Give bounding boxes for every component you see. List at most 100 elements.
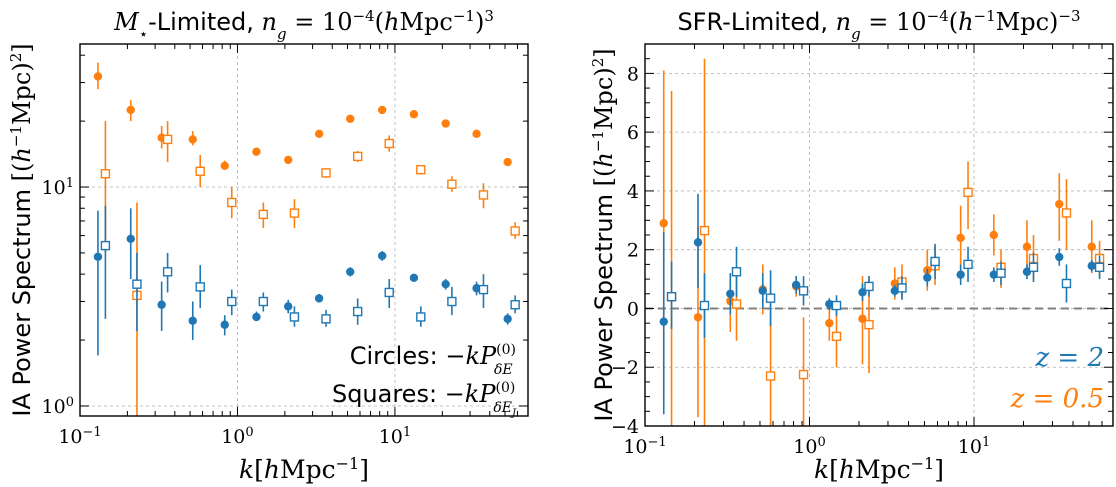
data-point: [1061, 208, 1072, 218]
data-point: [798, 286, 809, 296]
data-point: [510, 300, 520, 310]
data-point: [478, 284, 489, 295]
data-series: [659, 58, 1105, 426]
data-point: [416, 164, 426, 175]
data-point: [989, 270, 999, 279]
data-point: [352, 306, 363, 317]
data-point: [284, 155, 293, 165]
y-tick-label: 100: [42, 394, 74, 418]
data-point: [726, 289, 735, 298]
series-blue-circle: [659, 193, 1096, 415]
data-point: [472, 284, 481, 293]
data-point: [890, 286, 899, 296]
data-point: [923, 273, 932, 282]
data-point: [100, 240, 111, 251]
data-point: [1055, 199, 1064, 209]
y-axis-label: IA Power Spectrum [(h−1Mpc)2]: [7, 43, 36, 416]
data-point: [314, 294, 324, 303]
data-point: [100, 169, 111, 179]
data-point: [1087, 261, 1096, 271]
data-point: [930, 256, 940, 267]
data-point: [441, 279, 450, 289]
data-point: [384, 287, 394, 298]
legend-entry: z = 0.5: [1010, 384, 1104, 414]
data-point: [956, 233, 965, 243]
plot-frame: [644, 43, 1114, 427]
data-point: [384, 138, 394, 149]
data-point: [472, 129, 481, 139]
data-point: [890, 279, 899, 288]
x-tick-label: 10−1: [623, 435, 666, 459]
data-point: [346, 267, 355, 277]
data-point: [409, 110, 419, 119]
data-point: [321, 314, 331, 324]
data-point: [963, 187, 973, 198]
data-point: [699, 225, 710, 236]
data-point: [765, 371, 776, 381]
data-point: [126, 234, 135, 244]
data-point: [162, 134, 173, 145]
data-point: [162, 267, 173, 277]
y-tick-label: 8: [627, 63, 639, 85]
data-point: [447, 296, 457, 307]
data-point: [289, 312, 300, 322]
data-point: [93, 72, 103, 81]
data-point: [289, 208, 300, 218]
data-point: [659, 219, 668, 228]
data-point: [758, 286, 767, 296]
data-point: [510, 226, 520, 236]
series-blue-square: [100, 205, 520, 332]
legend-entry: z = 2: [1034, 343, 1104, 373]
data-point: [321, 168, 331, 178]
annotation-squares: Squares: −kP(0) δEJ: [332, 380, 517, 419]
series-orange-circle: [659, 70, 1096, 418]
data-point: [220, 320, 229, 329]
data-point: [503, 157, 512, 167]
data-point: [284, 302, 293, 311]
data-point: [188, 135, 197, 144]
data-point: [765, 293, 776, 303]
data-point: [666, 292, 677, 302]
panel-sfr-limited: 10−1 100 101 −4 −2 0 2 4 6 8 SFR-Limited, ng = 10−…: [589, 7, 1114, 485]
x-tick-label: 101: [958, 435, 990, 459]
data-point: [825, 299, 834, 309]
data-point: [996, 268, 1006, 278]
data-point: [864, 319, 874, 330]
series-blue-square: [666, 243, 1105, 338]
y-tick-label: 0: [627, 298, 639, 320]
data-point: [1087, 242, 1096, 251]
data-point: [831, 300, 842, 311]
data-point: [1061, 278, 1072, 289]
y-tick-label: 4: [627, 181, 639, 203]
data-point: [1094, 262, 1105, 273]
data-point: [699, 300, 710, 311]
data-point: [1022, 242, 1032, 251]
series-orange-circle: [93, 62, 512, 171]
y-tick-label: 101: [42, 176, 74, 200]
data-point: [731, 299, 742, 309]
data-point: [791, 280, 801, 290]
data-point: [346, 114, 355, 123]
data-point: [864, 281, 874, 292]
y-tick-label: 2: [627, 240, 639, 262]
data-point: [441, 119, 450, 128]
data-point: [409, 273, 419, 282]
data-point: [963, 259, 973, 270]
chart-title: M⋆-Limited, ng = 10−4(hMpc−1)3: [113, 7, 494, 43]
data-point: [93, 252, 103, 262]
data-point: [220, 161, 229, 171]
annotation-circles: Circles: −kP(0) δE: [350, 342, 516, 378]
y-tick-label: −4: [611, 416, 639, 438]
data-point: [447, 179, 457, 189]
y-tick-label: −2: [611, 357, 639, 379]
chart-title: SFR-Limited, ng = 10−4(h−1Mpc)−3: [677, 7, 1080, 43]
data-point: [195, 166, 205, 176]
x-axis-label: k[hMpc−1]: [814, 454, 944, 485]
data-point: [693, 238, 703, 247]
data-point: [377, 251, 387, 261]
x-axis-label: k[hMpc−1]: [239, 454, 369, 485]
data-point: [227, 296, 237, 307]
series-blue-circle: [93, 208, 512, 356]
data-point: [478, 190, 489, 200]
